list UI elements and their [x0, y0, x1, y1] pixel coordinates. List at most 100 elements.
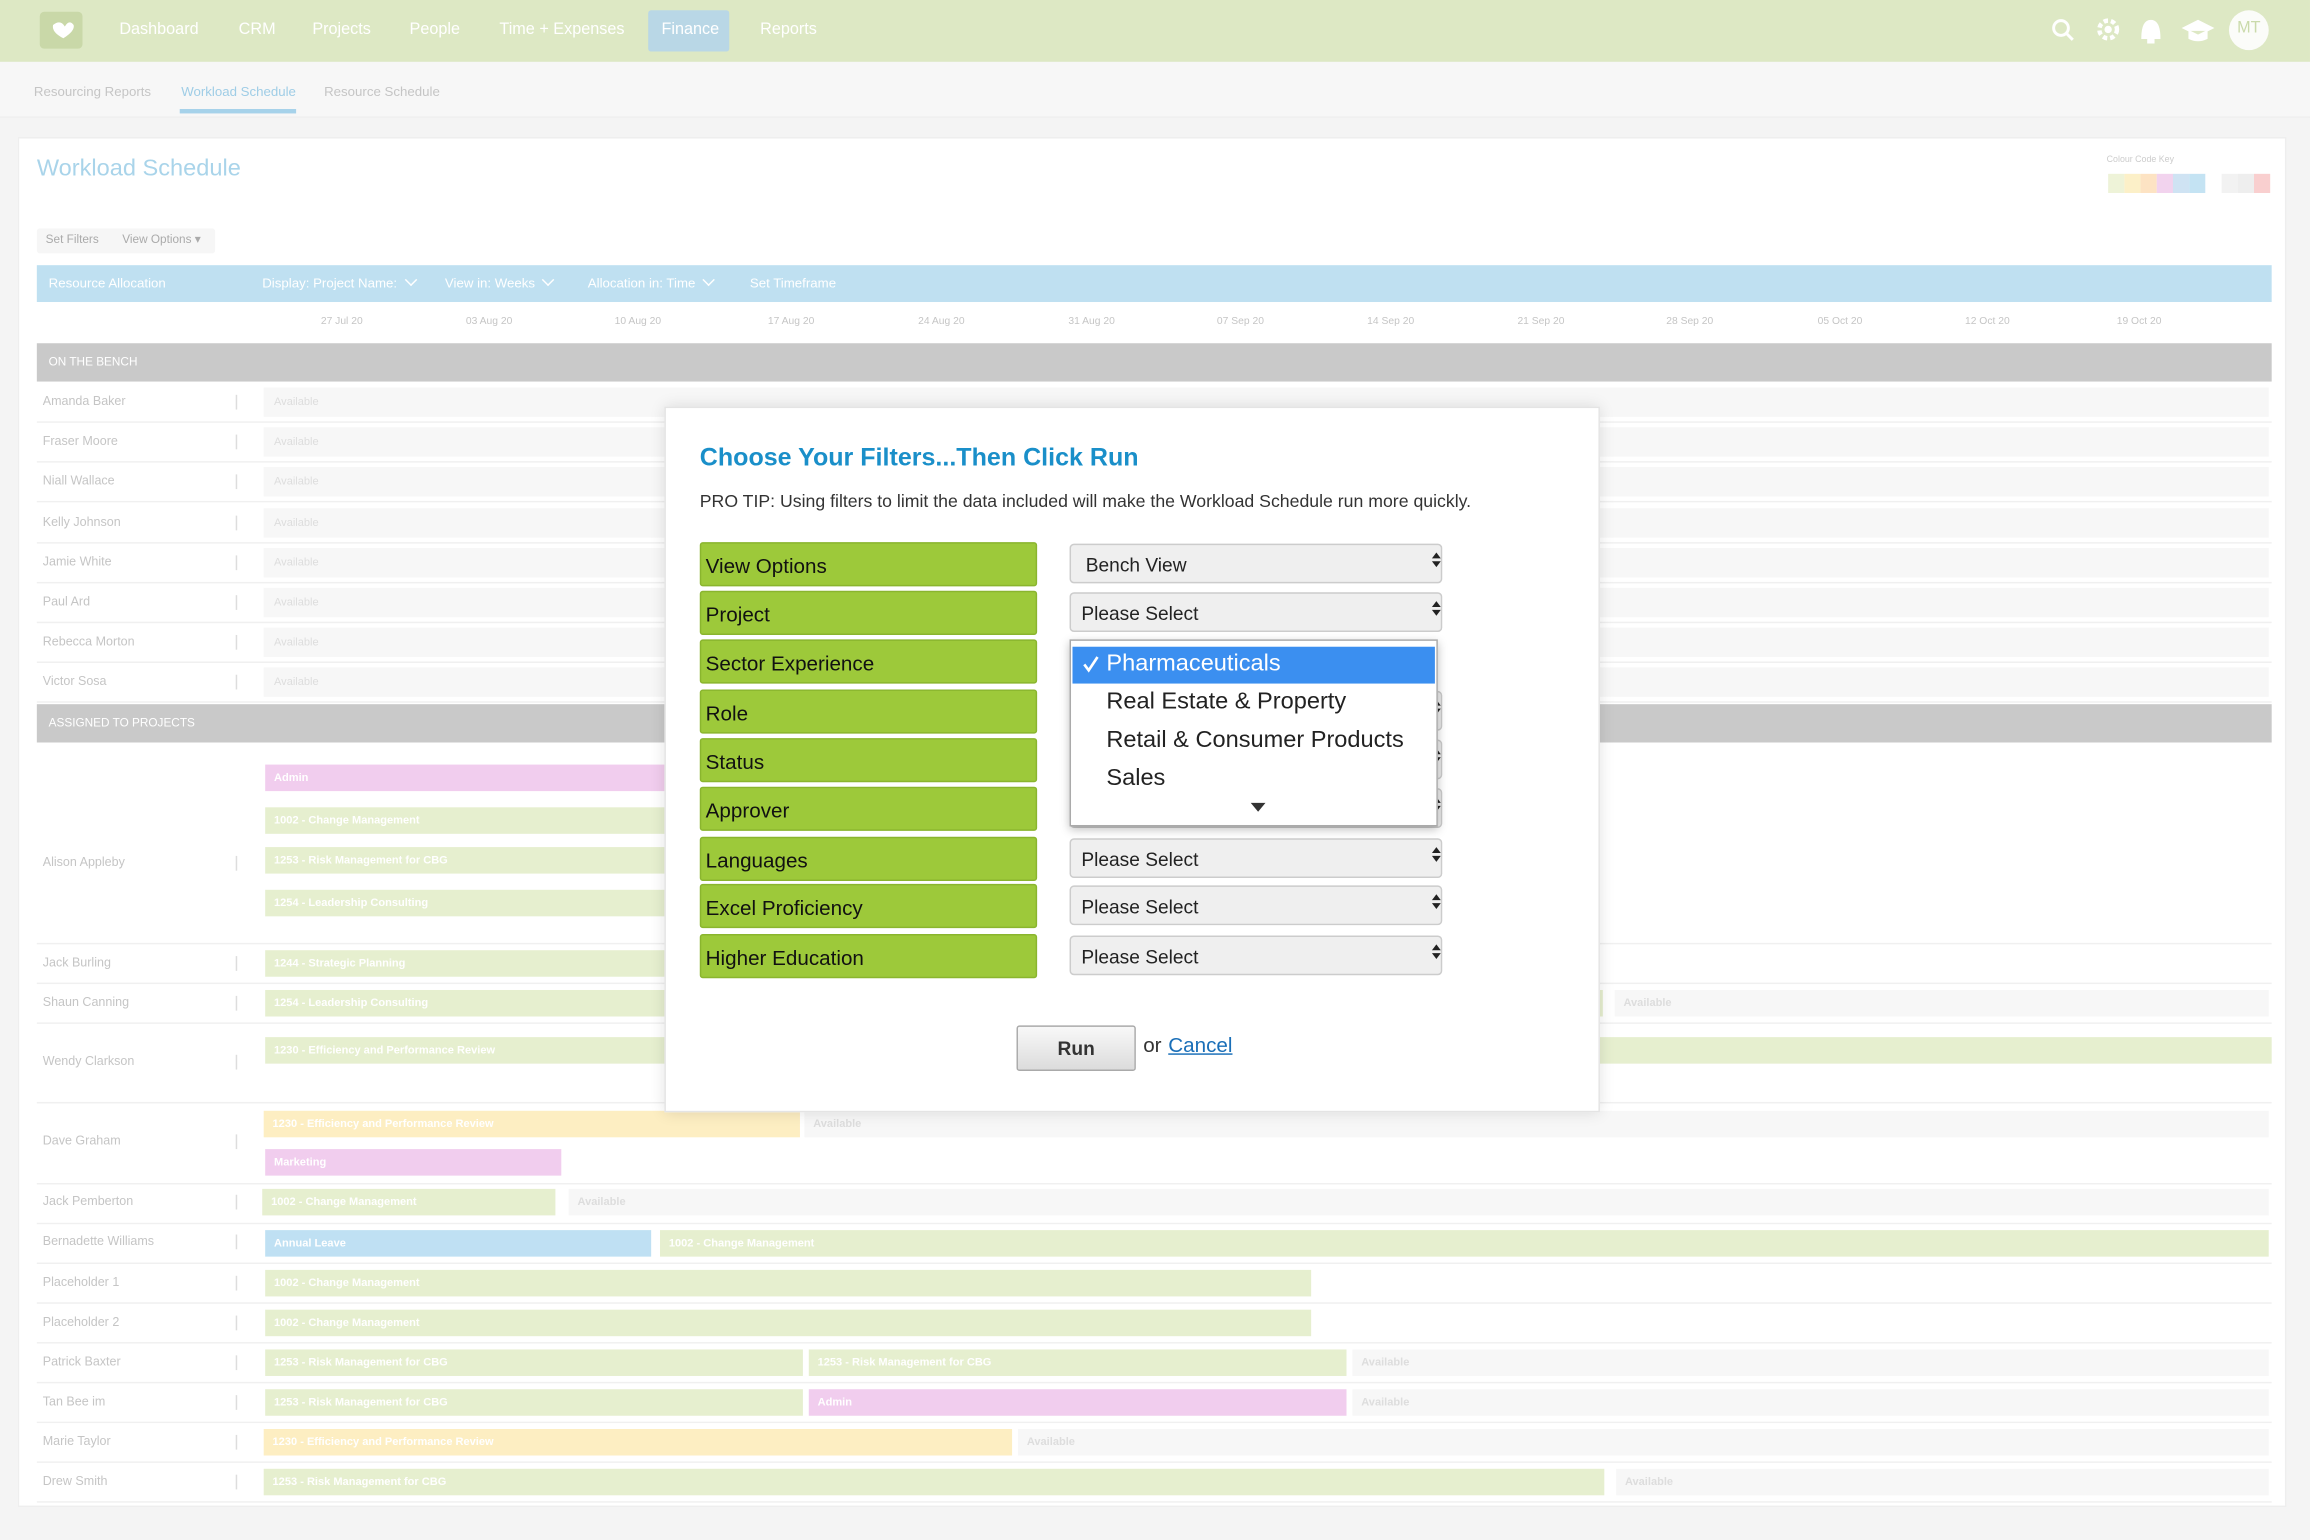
select[interactable]: Please Select [1069, 885, 1443, 926]
filter-label: Project [699, 590, 1038, 635]
section-label: ASSIGNED TO PROJECTS [48, 715, 195, 730]
tab[interactable]: Resourcing Reports [33, 83, 152, 99]
chevron [404, 273, 417, 287]
filter-label: Languages [699, 836, 1038, 881]
select-value: Please Select [1081, 895, 1199, 918]
person-name: Marie Taylor [42, 1433, 111, 1449]
select[interactable]: Please Select [1069, 838, 1443, 879]
nav-active-bg [648, 10, 730, 52]
bar-label: Marketing [274, 1154, 327, 1169]
dropdown-option-text: Sales [1106, 766, 1166, 792]
filter-label: Higher Education [699, 934, 1038, 979]
filter-buttons-bg [36, 228, 216, 254]
toolbar-item[interactable]: Display: Project Name: [262, 273, 417, 290]
info-icon [235, 635, 242, 650]
dropdown-option[interactable]: Pharmaceuticals [1072, 646, 1435, 684]
row-line [36, 1182, 2272, 1185]
allocation-bar: 1230 - Efficiency and Performance Review [263, 1429, 1013, 1456]
nav-item[interactable]: Dashboard [119, 20, 199, 39]
available-text: Available [274, 635, 319, 649]
dropdown-option[interactable]: Retail & Consumer Products [1072, 723, 1434, 760]
nav-item[interactable]: Projects [312, 20, 371, 39]
nav-item[interactable]: Reports [760, 20, 817, 39]
person-name: Fraser Moore [42, 433, 118, 449]
select[interactable]: Please Select [1069, 935, 1443, 976]
row-line [36, 1501, 2272, 1503]
bar-label: 1002 - Change Management [274, 1275, 420, 1290]
dropdown-option-text: Pharmaceuticals [1106, 651, 1281, 677]
cancel-link[interactable]: Cancel [1168, 1032, 1233, 1057]
nav-item[interactable]: People [409, 20, 461, 39]
toolbar-item[interactable]: View in: Weeks [445, 273, 555, 290]
colour-swatch [2108, 173, 2125, 193]
info-icon [235, 675, 242, 691]
dropdown-option[interactable]: Sales [1072, 762, 1434, 799]
subnav [0, 61, 2310, 118]
bar-label: 1002 - Change Management [274, 1315, 420, 1329]
bar-label: 1230 - Efficiency and Performance Review [272, 1116, 494, 1130]
person-name: Patrick Baxter [42, 1353, 121, 1369]
date-label: 03 Aug 20 [465, 316, 513, 328]
filter-label: Sector Experience [699, 639, 1038, 684]
bar-label: 1254 - Leadership Consulting [274, 895, 429, 909]
person-name: Jamie White [42, 553, 112, 569]
select-value: Please Select [1081, 848, 1199, 871]
colour-swatch [2189, 173, 2206, 193]
nav-item[interactable]: CRM [238, 20, 276, 39]
tab[interactable]: Resource Schedule [324, 83, 440, 99]
allocation-bar: Admin [808, 1389, 1347, 1416]
info-icon [235, 1275, 242, 1291]
info-icon [235, 555, 242, 570]
nav-icons [2045, 12, 2295, 53]
filter-label: Approver [699, 786, 1038, 831]
logo[interactable] [39, 11, 83, 49]
allocation-bar: Marketing [265, 1149, 562, 1176]
run-button[interactable]: Run [1016, 1025, 1136, 1072]
person-name: Victor Sosa [42, 673, 107, 689]
date-label: 17 Aug 20 [767, 316, 815, 328]
run-text: Run [1057, 1037, 1095, 1060]
bar-label: Annual Leave [274, 1236, 346, 1250]
nav-icons-svg [2052, 18, 2215, 44]
colour-swatch [2205, 173, 2222, 193]
info-icon [235, 1194, 242, 1210]
person-name: Drew Smith [42, 1473, 108, 1488]
nav-item[interactable]: Finance [661, 20, 720, 39]
bar-label: Available [1361, 1355, 1410, 1369]
info-icon [235, 855, 242, 871]
check-icon [1083, 656, 1099, 673]
modal-tip: PRO TIP: Using filters to limit the data… [699, 490, 1472, 512]
logo-icon [52, 22, 74, 39]
row-line [36, 1262, 2272, 1265]
info-icon [235, 515, 242, 530]
dropdown-option[interactable]: Real Estate & Property [1072, 685, 1434, 722]
select[interactable]: Please Select [1069, 592, 1443, 633]
avatar[interactable]: MT [2228, 10, 2269, 51]
allocation-bar: 1230 - Efficiency and Performance Review [263, 1110, 800, 1138]
toolbar [36, 265, 2272, 303]
bar-label: 1253 - Risk Management for CBG [274, 852, 448, 867]
tab[interactable]: Workload Schedule [181, 83, 296, 99]
info-icon [235, 1355, 242, 1371]
allocation-bar: 1002 - Change Management [265, 1309, 1312, 1337]
toolbar-item[interactable]: Set Timeframe [749, 275, 837, 291]
dropdown-scroll-arrow [1250, 802, 1266, 812]
info-icon [235, 1315, 242, 1331]
nav-item[interactable]: Time + Expenses [499, 20, 625, 39]
bar-label: Admin [817, 1395, 853, 1409]
filter-button[interactable]: View Options ▾ [122, 232, 201, 247]
person-name: Placeholder 2 [42, 1314, 120, 1329]
filter-button[interactable]: Set Filters [45, 232, 99, 247]
chevron [702, 273, 715, 287]
person-name: Placeholder 1 [42, 1274, 120, 1290]
toolbar-item[interactable]: Allocation in: Time [588, 273, 715, 290]
person-name: Amanda Baker [42, 393, 126, 409]
allocation-bar: 1253 - Risk Management for CBG [263, 1468, 1605, 1496]
bar-label: 1253 - Risk Management for CBG [817, 1355, 992, 1369]
person-name: Shaun Canning [42, 994, 130, 1010]
section-header [36, 343, 2272, 382]
row-line [36, 1302, 2272, 1304]
date-label: 21 Sep 20 [1517, 316, 1565, 328]
filter-label: Role [699, 689, 1038, 734]
select[interactable]: Bench View [1069, 543, 1443, 584]
